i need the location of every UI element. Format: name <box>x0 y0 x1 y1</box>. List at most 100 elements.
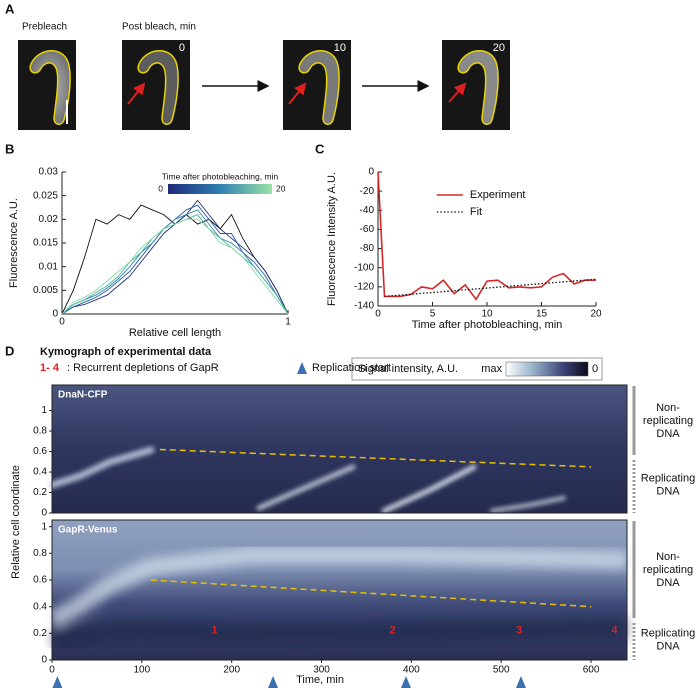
colorbar-tick-label: max <box>481 363 502 375</box>
depletion-label: 1 <box>212 625 218 637</box>
y-tick-label: -20 <box>360 186 375 197</box>
series-line <box>61 214 289 315</box>
y-tick-label: 0.6 <box>33 575 47 586</box>
depletion-label: 4 <box>611 625 618 637</box>
y-tick-label: 0.03 <box>39 167 59 178</box>
region-label: DNA <box>656 428 680 440</box>
y-tick-label: 0 <box>41 508 47 519</box>
timepoint: 10 <box>334 42 346 54</box>
annotation-range: 1- 4 <box>40 362 60 374</box>
micrograph: 0 <box>122 40 190 130</box>
y-tick-label: 0.4 <box>33 467 47 478</box>
colorbar-label: Time after photobleaching, min <box>162 171 279 181</box>
caption: Post bleach, min <box>122 22 196 33</box>
region-label: DNA <box>656 485 680 497</box>
depletion-label: 3 <box>516 625 522 637</box>
x-tick-label: 0 <box>59 317 65 328</box>
fit-line <box>159 448 592 468</box>
y-tick-label: 0.2 <box>33 628 47 639</box>
series-line <box>377 171 596 301</box>
y-tick-label: -140 <box>354 301 374 312</box>
y-tick-label: 0.005 <box>33 285 58 296</box>
region-label: Non- <box>656 402 680 414</box>
micrograph: 20 <box>442 40 510 130</box>
x-tick-label: 1 <box>285 317 291 328</box>
region-label: DNA <box>656 577 680 589</box>
panel-a: A Prebleach Post bleach, min 0 10 20 <box>5 1 510 130</box>
series-line <box>61 204 289 315</box>
colorbar-tick-label: 0 <box>158 183 163 193</box>
region-label: Replicating <box>641 472 695 484</box>
x-tick-label: 20 <box>590 309 602 320</box>
colorbar-tick-label: 20 <box>276 183 286 193</box>
x-tick-label: 0 <box>375 309 381 320</box>
y-tick-label: -100 <box>354 262 374 273</box>
x-tick-label: 500 <box>493 665 510 676</box>
channel-name: GapR-Venus <box>58 525 118 536</box>
panel-label: C <box>315 141 325 156</box>
region-label: Non- <box>656 551 680 563</box>
region-label: DNA <box>656 640 680 652</box>
y-tick-label: 1 <box>41 521 47 532</box>
plot-frame <box>51 384 628 514</box>
y-tick-label: -40 <box>360 205 375 216</box>
fit-line <box>150 579 592 608</box>
x-tick-label: 5 <box>430 309 436 320</box>
panel-label: D <box>5 343 14 358</box>
y-tick-label: 0 <box>52 309 58 320</box>
caption: Prebleach <box>22 22 67 33</box>
panel-label: B <box>5 141 14 156</box>
series-line <box>61 209 289 315</box>
series-line <box>384 278 597 298</box>
x-axis-label: Time after photobleaching, min <box>412 319 563 331</box>
colorbar-tick-label: 0 <box>592 363 598 375</box>
x-tick-label: 15 <box>536 309 548 320</box>
colorbar-label: Signal intensity, A.U. <box>358 363 458 375</box>
replication-marker <box>52 676 63 688</box>
y-tick-label: 0.4 <box>33 601 47 612</box>
legend-label: Fit <box>470 206 482 218</box>
kymo-title: Kymograph of experimental data <box>40 346 212 358</box>
legend-label: Replication start <box>312 362 391 374</box>
micrograph <box>18 40 76 130</box>
region-label: Replicating <box>641 627 695 639</box>
x-tick-label: 100 <box>134 665 151 676</box>
x-tick-label: 600 <box>583 665 600 676</box>
timepoint: 0 <box>179 42 185 54</box>
y-axis-label: Fluorescence Intensity A.U. <box>326 172 338 306</box>
y-tick-label: -60 <box>360 224 375 235</box>
x-tick-label: 200 <box>223 665 240 676</box>
x-tick-label: 10 <box>481 309 493 320</box>
micrograph: 10 <box>283 40 351 130</box>
colorbar <box>505 361 589 377</box>
plot-frame <box>51 519 628 661</box>
y-tick-label: 0 <box>41 655 47 666</box>
channel-name: DnaN-CFP <box>58 390 108 401</box>
y-tick-label: 0.8 <box>33 548 47 559</box>
x-tick-label: 0 <box>49 665 55 676</box>
x-tick-label: 300 <box>313 665 330 676</box>
series-line <box>61 218 289 315</box>
y-tick-label: 0.025 <box>33 190 58 201</box>
y-tick-label: 0.6 <box>33 446 47 457</box>
legend-marker <box>297 362 307 374</box>
y-tick-label: 0 <box>368 167 374 178</box>
kymograph-image <box>47 385 628 660</box>
x-axis-label: Time, min <box>296 674 344 686</box>
x-tick-label: 400 <box>403 665 420 676</box>
x-axis-label: Relative cell length <box>129 327 221 339</box>
timepoint: 20 <box>493 42 505 54</box>
y-tick-label: 0.8 <box>33 426 47 437</box>
colorbar <box>168 184 272 194</box>
y-axis-label: Relative cell coordinate <box>10 465 22 579</box>
replication-marker <box>400 676 411 688</box>
y-axis-label: Fluorescence A.U. <box>8 198 20 288</box>
y-tick-label: 0.015 <box>33 238 58 249</box>
legend-label: Experiment <box>470 189 526 201</box>
region-label: replicating <box>643 564 693 576</box>
depletion-label: 2 <box>389 625 395 637</box>
y-tick-label: -120 <box>354 281 374 292</box>
annotation-text: : Recurrent depletions of GapR <box>67 362 219 374</box>
